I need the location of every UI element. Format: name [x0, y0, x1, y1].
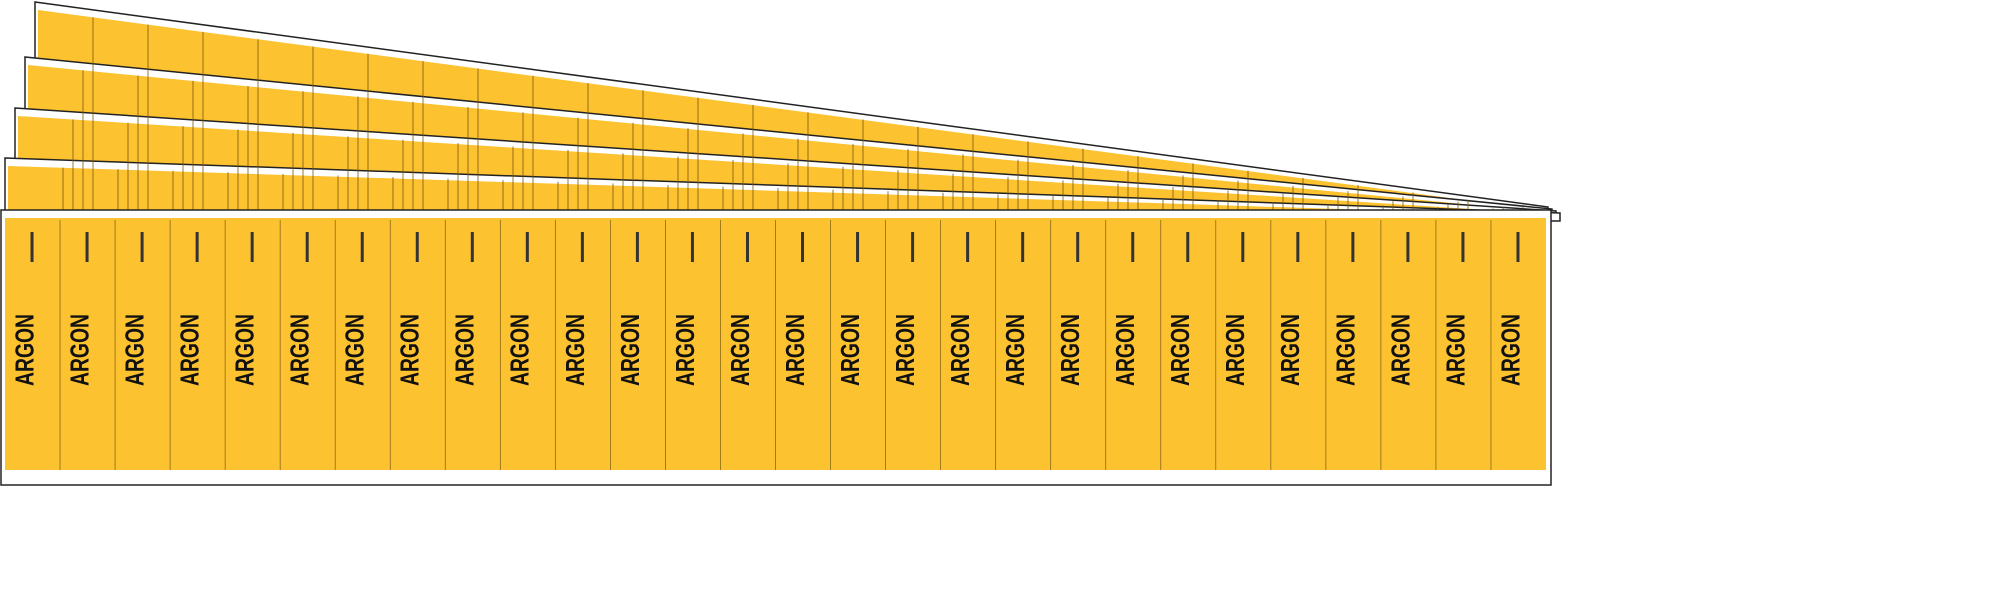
label-text: ARGON [1440, 314, 1470, 386]
fine-print [1021, 232, 1025, 262]
label-text: ARGON [340, 314, 370, 386]
fine-print [1461, 232, 1465, 262]
label-text: ARGON [890, 314, 920, 386]
fine-print [30, 232, 34, 262]
fine-print [195, 232, 199, 262]
fine-print [690, 232, 694, 262]
fine-print [745, 232, 749, 262]
label-text: ARGON [175, 314, 205, 386]
label-text: ARGON [1055, 314, 1085, 386]
label-text: ARGON [1495, 314, 1525, 386]
label-text: ARGON [945, 314, 975, 386]
label-text: ARGON [670, 314, 700, 386]
label-text: ARGON [64, 314, 94, 386]
fine-print [966, 232, 970, 262]
fine-print [415, 232, 419, 262]
fine-print [1076, 232, 1080, 262]
label-text: ARGON [1330, 314, 1360, 386]
label-text: ARGON [615, 314, 645, 386]
back-sheets [4, 1, 1561, 222]
label-text: ARGON [835, 314, 865, 386]
label-text: ARGON [119, 314, 149, 386]
fine-print [856, 232, 860, 262]
label-text: ARGON [285, 314, 315, 386]
fine-print [1241, 232, 1245, 262]
labels: ARGON ARGON ARGON ARGON ARGON ARGON ARGON ARGON… [9, 220, 1525, 470]
fine-print [1406, 232, 1410, 262]
label-text: ARGON [1220, 314, 1250, 386]
label-text: ARGON [725, 314, 755, 386]
fine-print [1296, 232, 1300, 262]
label-text: ARGON [9, 314, 39, 386]
fine-print [85, 232, 89, 262]
fine-print [250, 232, 254, 262]
label-text: ARGON [1385, 314, 1415, 386]
label-text: ARGON [395, 314, 425, 386]
fine-print [911, 232, 915, 262]
sheet-face [8, 166, 1555, 216]
label-text: ARGON [1110, 314, 1140, 386]
fine-print [801, 232, 805, 262]
fine-print [305, 232, 309, 262]
fine-print [1516, 232, 1520, 262]
fine-print [525, 232, 529, 262]
label-text: ARGON [560, 314, 590, 386]
fine-print [360, 232, 364, 262]
label-text: ARGON [780, 314, 810, 386]
fine-print [635, 232, 639, 262]
fine-print [470, 232, 474, 262]
label-text: ARGON [1165, 314, 1195, 386]
fine-print [1131, 232, 1135, 262]
label-text: ARGON [505, 314, 535, 386]
fine-print [140, 232, 144, 262]
fine-print [580, 232, 584, 262]
fine-print [1351, 232, 1355, 262]
fine-print [1186, 232, 1190, 262]
label-text: ARGON [1275, 314, 1305, 386]
label-text: ARGON [450, 314, 480, 386]
label-text: ARGON [1000, 314, 1030, 386]
label-text: ARGON [230, 314, 260, 386]
